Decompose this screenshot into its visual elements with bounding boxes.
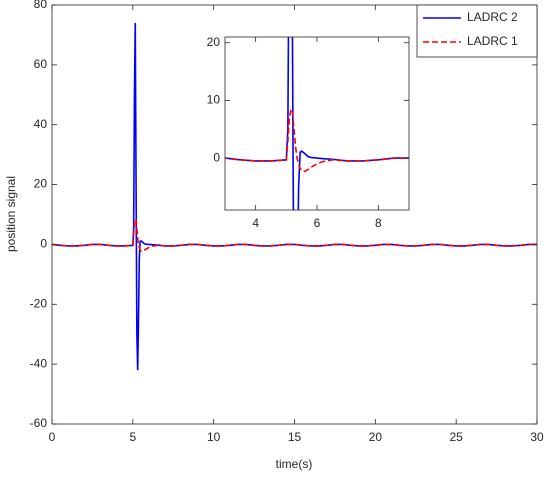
plot-area bbox=[225, 37, 409, 210]
y-tick-label: -40 bbox=[30, 356, 48, 370]
y-tick-label: 0 bbox=[213, 150, 220, 164]
y-tick-label: 20 bbox=[34, 177, 48, 191]
y-axis-label: position signal bbox=[4, 176, 18, 252]
x-tick-label: 8 bbox=[375, 216, 382, 230]
x-tick-label: 10 bbox=[207, 430, 221, 444]
x-tick-label: 30 bbox=[530, 430, 544, 444]
y-tick-label: 10 bbox=[207, 93, 221, 107]
x-tick-label: 25 bbox=[449, 430, 463, 444]
legend-label: LADRC 1 bbox=[467, 34, 518, 48]
y-tick-label: 40 bbox=[34, 117, 48, 131]
y-tick-label: 0 bbox=[40, 237, 47, 251]
y-tick-label: -20 bbox=[30, 296, 48, 310]
legend-label: LADRC 2 bbox=[467, 10, 518, 24]
y-tick-label: -60 bbox=[30, 416, 48, 430]
x-axis-label: time(s) bbox=[276, 457, 313, 471]
series-line bbox=[52, 216, 537, 253]
y-tick-label: 80 bbox=[34, 0, 48, 11]
x-tick-label: 15 bbox=[288, 430, 302, 444]
legend-box bbox=[416, 4, 538, 58]
x-tick-label: 6 bbox=[314, 216, 321, 230]
x-tick-label: 20 bbox=[369, 430, 383, 444]
y-tick-label: 20 bbox=[207, 35, 221, 49]
plot-lines bbox=[52, 22, 537, 371]
x-tick-label: 5 bbox=[129, 430, 136, 444]
x-tick-label: 4 bbox=[252, 216, 259, 230]
x-tick-label: 0 bbox=[49, 430, 56, 444]
y-tick-label: 60 bbox=[34, 57, 48, 71]
